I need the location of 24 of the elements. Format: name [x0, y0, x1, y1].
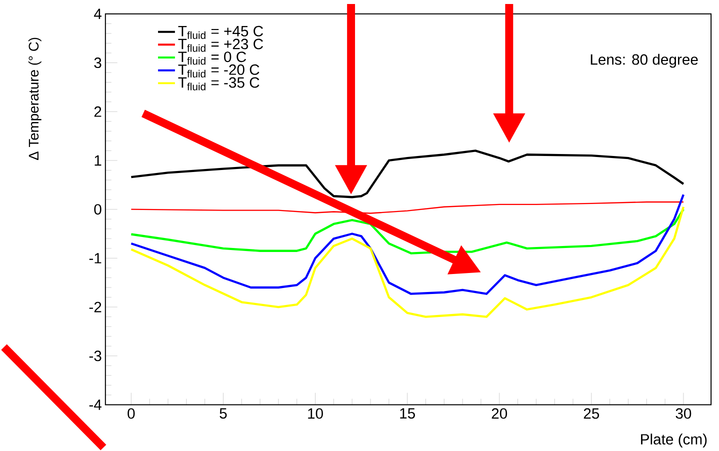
y-tick-label: -1 — [89, 252, 102, 264]
x-tick-label: 5 — [220, 408, 227, 418]
y-tick-label: 0 — [94, 204, 102, 214]
legend-label: T$_{fluid}$ = +23 C — [178, 38, 263, 52]
x-tick-label: 10 — [308, 408, 323, 419]
x-tick-label: 0 — [128, 408, 135, 419]
y-tick-label: -3 — [89, 350, 102, 361]
legend-label: T$_{fluid}$ = 0 C — [178, 51, 246, 64]
legend-label: T$_{fluid}$ = +45 C — [178, 26, 263, 39]
annotation: Lens: 80 degree — [590, 54, 698, 68]
x-tick-label: 25 — [584, 408, 600, 419]
x-tick-label: 30 — [676, 408, 692, 419]
y-tick-label: 3 — [94, 57, 102, 68]
legend-label: T$_{fluid}$ = -20 C — [178, 64, 260, 78]
y-tick-label: -4 — [89, 399, 102, 410]
y-axis-title: Δ Temperature (° C) — [28, 38, 42, 160]
y-tick-label: 2 — [94, 106, 102, 117]
y-tick-label: 1 — [94, 155, 102, 166]
x-tick-label: 20 — [492, 408, 508, 419]
y-tick-label: 4 — [94, 8, 102, 19]
legend-label: T$_{fluid}$ = -35 C — [178, 77, 260, 90]
x-axis-title: Plate (cm) — [641, 433, 707, 448]
x-tick-label: 15 — [400, 408, 415, 418]
y-tick-label: -2 — [89, 302, 102, 312]
